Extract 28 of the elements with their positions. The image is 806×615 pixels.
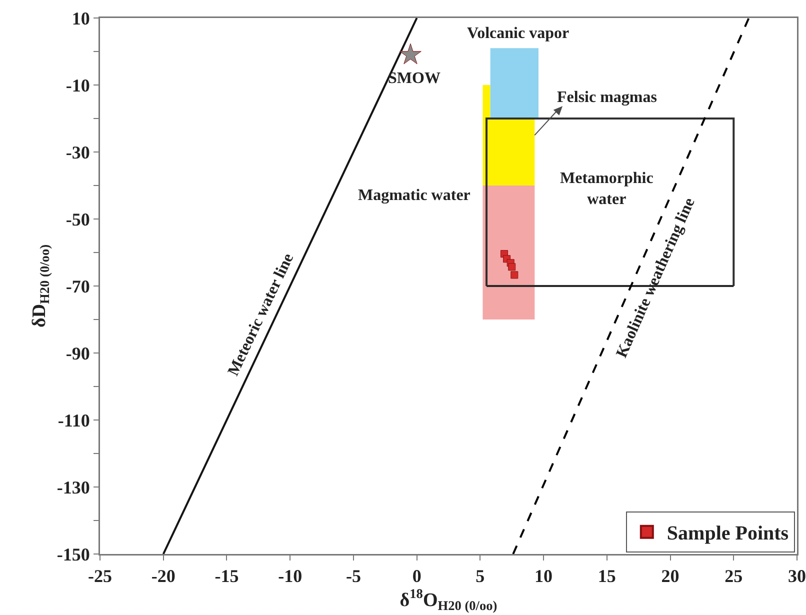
annotation: SMOW bbox=[388, 70, 440, 87]
x-tick-label: 30 bbox=[788, 566, 806, 586]
annotation: Volcanic vapor bbox=[467, 25, 570, 42]
y-tick-label: -70 bbox=[66, 276, 90, 296]
y-tick-label: -10 bbox=[66, 75, 90, 96]
x-tick-label: 25 bbox=[724, 566, 743, 586]
legend-label: Sample Points bbox=[666, 522, 789, 545]
annotation: Magmatic water bbox=[358, 187, 470, 204]
x-tick-label: 20 bbox=[661, 566, 680, 586]
y-tick-label: -150 bbox=[56, 544, 90, 564]
x-tick-label: 0 bbox=[412, 566, 422, 586]
x-tick-label: -5 bbox=[346, 566, 361, 586]
x-tick-label: 10 bbox=[534, 566, 553, 586]
x-tick-label: 5 bbox=[476, 566, 485, 586]
x-tick-label: -25 bbox=[88, 566, 112, 586]
annotation: Metamorphic water bbox=[560, 170, 654, 208]
y-tick-label: -110 bbox=[58, 410, 90, 430]
y-tick-label: -50 bbox=[66, 209, 90, 230]
x-tick-label: -15 bbox=[214, 566, 239, 586]
y-tick-label: -30 bbox=[66, 142, 90, 162]
x-axis-title: δ$^{18}$O$_{H20 (0/oo)}$ bbox=[400, 586, 498, 614]
x-tick-label: 15 bbox=[598, 566, 616, 586]
y-tick-label: -90 bbox=[66, 343, 90, 364]
y-tick-label: 10 bbox=[72, 8, 90, 28]
annotation: Felsic magmas bbox=[557, 89, 657, 106]
y-tick-label: -130 bbox=[56, 477, 90, 498]
x-tick-label: -20 bbox=[151, 566, 176, 586]
x-tick-label: -10 bbox=[278, 566, 302, 586]
